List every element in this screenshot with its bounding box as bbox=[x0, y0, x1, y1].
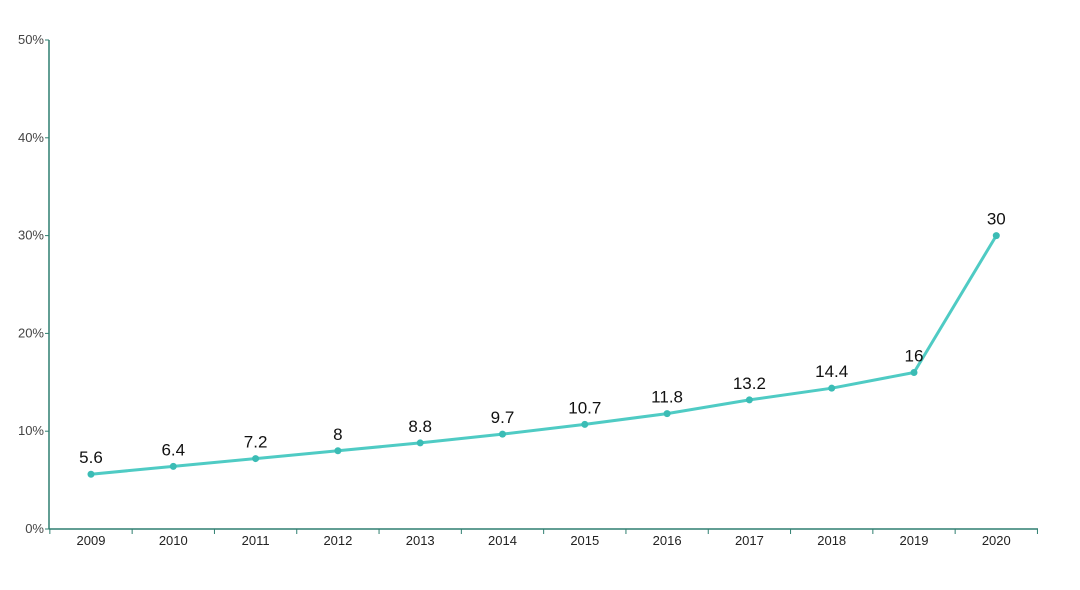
data-point bbox=[663, 410, 671, 418]
x-tick-label: 2020 bbox=[982, 533, 1011, 548]
y-tick-label: 0% bbox=[25, 521, 44, 536]
data-label: 30 bbox=[987, 210, 1006, 229]
data-label: 13.2 bbox=[733, 374, 766, 393]
x-tick-label: 2015 bbox=[570, 533, 599, 548]
x-tick-label: 2019 bbox=[900, 533, 929, 548]
x-tick-label: 2010 bbox=[159, 533, 188, 548]
data-point bbox=[828, 384, 836, 392]
data-point bbox=[169, 462, 177, 470]
data-point bbox=[252, 455, 260, 463]
data-point bbox=[910, 369, 918, 377]
data-point bbox=[416, 439, 424, 447]
y-tick-label: 30% bbox=[18, 228, 44, 243]
data-point bbox=[745, 396, 753, 404]
data-label: 5.6 bbox=[79, 448, 103, 467]
x-tick-label: 2016 bbox=[653, 533, 682, 548]
y-tick-label: 20% bbox=[18, 325, 44, 340]
data-label: 8 bbox=[333, 425, 342, 444]
x-tick-label: 2011 bbox=[242, 533, 270, 548]
x-tick-label: 2013 bbox=[406, 533, 435, 548]
series-line bbox=[89, 234, 998, 476]
x-tick-label: 2017 bbox=[735, 533, 764, 548]
x-tick-label: 2014 bbox=[488, 533, 517, 548]
x-tick-label: 2018 bbox=[817, 533, 846, 548]
data-point bbox=[581, 420, 589, 428]
data-label: 10.7 bbox=[568, 398, 601, 417]
data-label: 9.7 bbox=[491, 408, 515, 427]
data-label: 16 bbox=[905, 347, 924, 366]
series-group bbox=[87, 232, 1000, 478]
data-label: 11.8 bbox=[651, 388, 683, 407]
data-label: 7.2 bbox=[244, 433, 268, 452]
data-label: 8.8 bbox=[408, 417, 432, 436]
data-point bbox=[992, 232, 1000, 240]
x-tick-label: 2009 bbox=[77, 533, 106, 548]
data-point bbox=[87, 470, 95, 478]
data-point bbox=[334, 447, 342, 455]
data-label: 14.4 bbox=[815, 362, 848, 381]
data-labels: 5.6 6.4 7.2 8 8.8 9.7 10.7 11.8 13.2 14.4 16 30 bbox=[79, 210, 1006, 468]
data-point bbox=[499, 430, 506, 438]
y-tick-label: 10% bbox=[18, 423, 44, 438]
y-tick-label: 40% bbox=[18, 130, 44, 145]
y-tick-label: 50% bbox=[18, 32, 44, 47]
x-tick-label: 2012 bbox=[323, 533, 352, 548]
x-axis: 2009 2010 2011 2012 2013 2014 2015 2016 2017 2018… bbox=[49, 528, 1038, 548]
y-axis: 0% 10% 20% 30% 40% 50% bbox=[18, 32, 50, 536]
data-label: 6.4 bbox=[161, 440, 185, 459]
